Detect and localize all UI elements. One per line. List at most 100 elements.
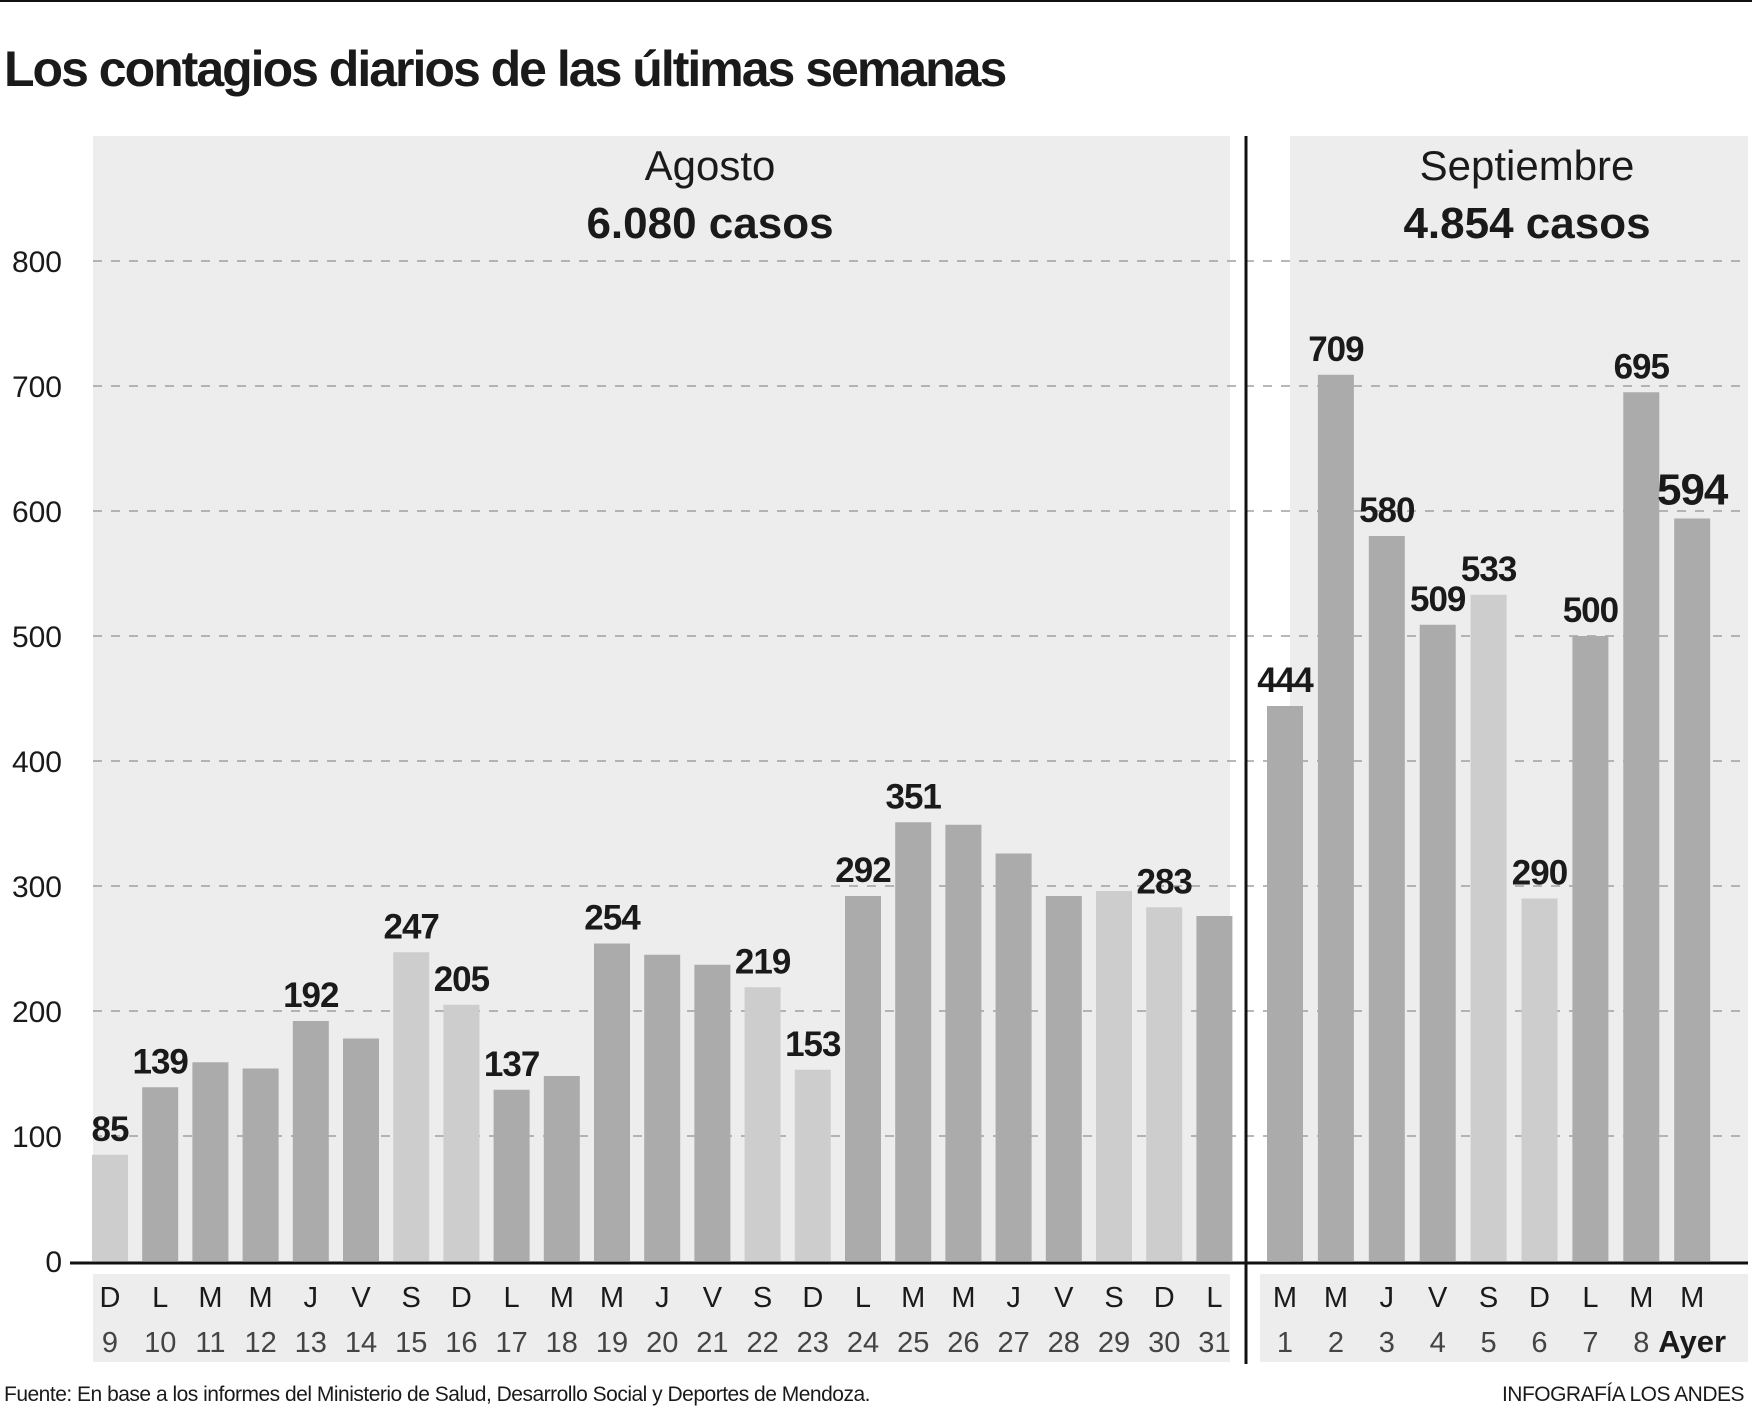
- y-tick-label: 600: [12, 496, 62, 529]
- bar: [1045, 896, 1082, 1261]
- data-label: 709: [1308, 330, 1364, 369]
- x-tick-weekday: S: [753, 1282, 772, 1314]
- data-label: 283: [1136, 862, 1192, 901]
- bar: [1317, 374, 1354, 1261]
- bar: [945, 824, 982, 1261]
- x-tick-date: 2: [1328, 1327, 1344, 1359]
- x-tick-date: 17: [495, 1327, 527, 1359]
- x-tick-weekday: S: [1479, 1282, 1498, 1314]
- x-tick-weekday: L: [152, 1282, 168, 1314]
- data-label: 292: [835, 851, 891, 890]
- x-tick-date: 26: [947, 1327, 979, 1359]
- x-tick-weekday: M: [249, 1282, 273, 1314]
- x-tick-date: 4: [1430, 1327, 1446, 1359]
- x-tick-weekday: J: [304, 1282, 319, 1314]
- bar: [1196, 916, 1233, 1261]
- data-label: 695: [1614, 347, 1670, 386]
- bar: [694, 964, 731, 1261]
- bar: [493, 1089, 530, 1261]
- bar: [343, 1038, 379, 1261]
- data-label: 533: [1461, 550, 1517, 589]
- bar: [644, 954, 681, 1261]
- data-label: 290: [1512, 854, 1568, 893]
- x-tick-date: 22: [746, 1327, 778, 1359]
- x-tick-date: 30: [1148, 1327, 1180, 1359]
- x-tick-weekday: V: [1054, 1282, 1074, 1314]
- bar: [1267, 706, 1303, 1261]
- x-tick-date: 11: [195, 1327, 225, 1359]
- y-tick-label: 100: [12, 1121, 62, 1154]
- x-tick-date: 21: [696, 1327, 728, 1359]
- septiembre-total-label: 4.854 casos: [1403, 199, 1650, 248]
- y-tick-label: 500: [12, 621, 62, 654]
- y-tick-label: 0: [45, 1246, 62, 1279]
- x-tick-weekday: L: [504, 1282, 520, 1314]
- x-tick-weekday: M: [600, 1282, 624, 1314]
- x-tick-date: 10: [144, 1327, 176, 1359]
- x-tick-weekday: D: [451, 1282, 472, 1314]
- data-label: 139: [132, 1042, 188, 1081]
- x-tick-weekday: D: [100, 1282, 121, 1314]
- x-tick-date: 7: [1582, 1327, 1598, 1359]
- bar: [1521, 898, 1558, 1261]
- bar: [1572, 636, 1609, 1261]
- x-tick-weekday: V: [703, 1282, 723, 1314]
- x-tick-weekday: M: [198, 1282, 222, 1314]
- x-tick-weekday: M: [1680, 1282, 1704, 1314]
- data-label: 351: [885, 777, 941, 816]
- data-label: 247: [383, 907, 438, 946]
- x-tick-date: 13: [295, 1327, 327, 1359]
- data-label: 444: [1257, 661, 1314, 700]
- bar: [142, 1087, 179, 1261]
- agosto-axis-band: [93, 1274, 1230, 1362]
- agosto-month-label: Agosto: [645, 142, 776, 189]
- bar: [443, 1004, 480, 1261]
- bar: [594, 943, 630, 1261]
- x-tick-weekday: M: [951, 1282, 975, 1314]
- bar: [1470, 594, 1507, 1261]
- x-tick-weekday: M: [1324, 1282, 1348, 1314]
- x-tick-date: 14: [345, 1327, 377, 1359]
- x-tick-date: 1: [1277, 1327, 1293, 1359]
- x-tick-date: 24: [847, 1327, 879, 1359]
- x-tick-date: 19: [596, 1327, 628, 1359]
- bar: [92, 1154, 128, 1261]
- data-label: 580: [1359, 491, 1415, 530]
- bar: [845, 896, 881, 1261]
- data-label: 137: [484, 1045, 539, 1084]
- source-note: Fuente: En base a los informes del Minis…: [4, 1383, 870, 1406]
- x-tick-weekday: M: [550, 1282, 574, 1314]
- data-label: 85: [92, 1110, 129, 1149]
- x-tick-weekday: J: [1380, 1282, 1395, 1314]
- x-tick-date: 29: [1098, 1327, 1130, 1359]
- data-label: 509: [1410, 580, 1466, 619]
- x-tick-weekday: J: [655, 1282, 670, 1314]
- x-tick-weekday: D: [802, 1282, 823, 1314]
- bar: [895, 822, 932, 1261]
- data-label: 594: [1657, 466, 1729, 515]
- x-tick-date: Ayer: [1658, 1324, 1726, 1359]
- bar: [1623, 392, 1660, 1261]
- agosto-total-label: 6.080 casos: [586, 199, 833, 248]
- septiembre-panel: [1290, 136, 1748, 1264]
- data-label: 219: [735, 942, 791, 981]
- x-tick-weekday: S: [402, 1282, 421, 1314]
- x-tick-weekday: D: [1529, 1282, 1550, 1314]
- x-tick-date: 16: [445, 1327, 477, 1359]
- y-tick-label: 400: [12, 746, 62, 779]
- bar: [543, 1076, 580, 1261]
- x-tick-weekday: V: [351, 1282, 371, 1314]
- x-tick-date: 27: [997, 1327, 1029, 1359]
- data-label: 500: [1563, 591, 1619, 630]
- x-tick-date: 18: [546, 1327, 578, 1359]
- x-tick-date: 15: [395, 1327, 427, 1359]
- bar: [192, 1062, 229, 1261]
- y-tick-label: 200: [12, 996, 62, 1029]
- x-tick-weekday: J: [1006, 1282, 1021, 1314]
- data-label: 254: [584, 899, 641, 938]
- x-tick-date: 8: [1633, 1327, 1649, 1359]
- bar: [393, 952, 430, 1261]
- top-rule: [0, 0, 1752, 2]
- x-tick-weekday: M: [1273, 1282, 1297, 1314]
- bar: [794, 1069, 831, 1261]
